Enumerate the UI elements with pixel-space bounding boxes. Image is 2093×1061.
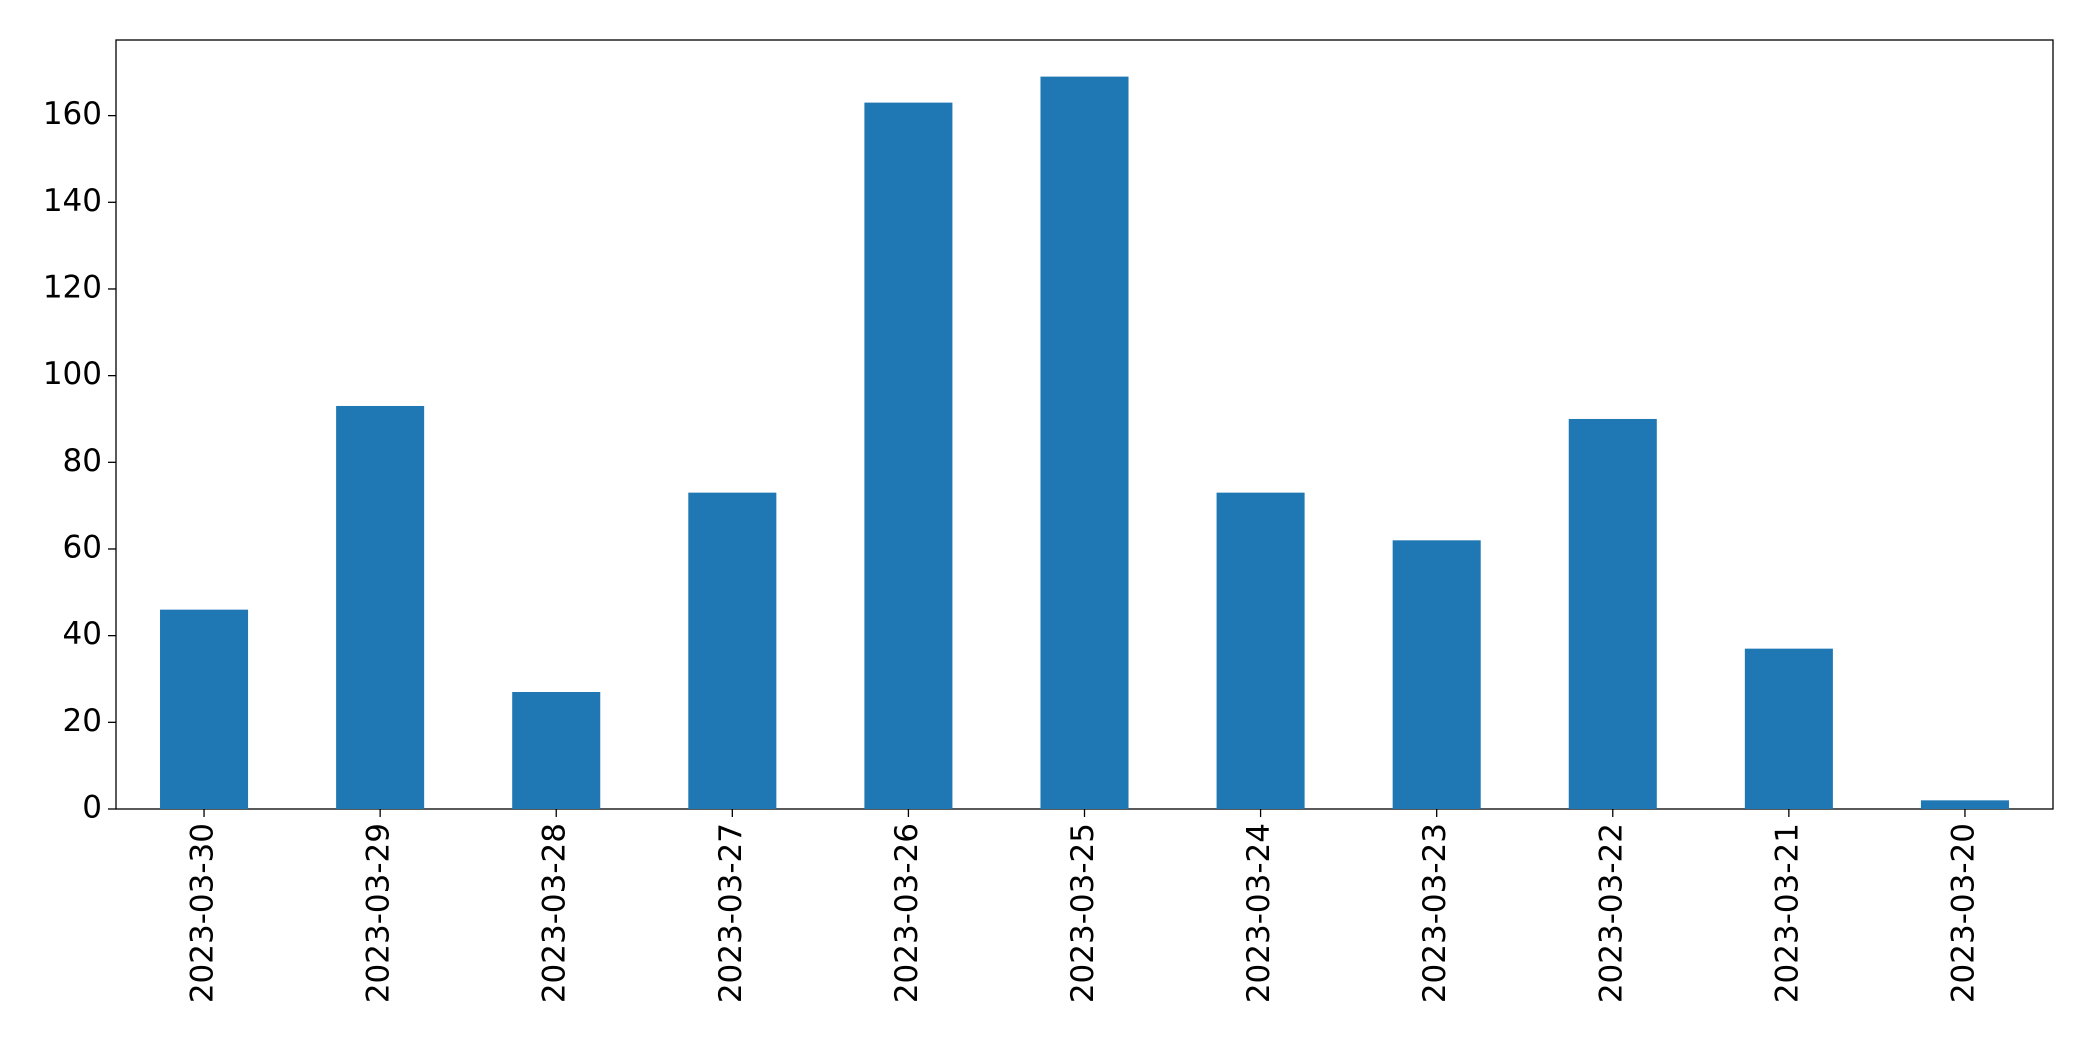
x-tick-label: 2023-03-22 xyxy=(1593,823,1629,1003)
bar xyxy=(160,609,249,809)
x-tick-label: 2023-03-20 xyxy=(1945,823,1981,1003)
bar xyxy=(1216,492,1305,809)
x-tick-label: 2023-03-21 xyxy=(1769,823,1805,1003)
y-tick-label: 140 xyxy=(43,183,102,219)
x-tick-label: 2023-03-24 xyxy=(1241,823,1277,1003)
x-tick-label: 2023-03-26 xyxy=(889,823,925,1003)
y-tick-label: 80 xyxy=(63,443,102,479)
y-tick-label: 20 xyxy=(63,703,102,739)
bar xyxy=(688,492,777,809)
x-tick-label: 2023-03-30 xyxy=(185,823,221,1003)
bar xyxy=(336,405,425,809)
y-tick-label: 0 xyxy=(82,790,102,826)
y-tick-label: 160 xyxy=(43,96,102,132)
bar xyxy=(512,691,601,809)
y-tick-label: 100 xyxy=(43,356,102,392)
bar xyxy=(1392,540,1481,809)
bar xyxy=(1568,418,1657,809)
y-tick-label: 40 xyxy=(63,616,102,652)
bar xyxy=(1040,76,1129,810)
x-tick-label: 2023-03-29 xyxy=(361,823,397,1003)
x-tick-label: 2023-03-28 xyxy=(537,823,573,1003)
y-tick-label: 60 xyxy=(63,529,102,565)
x-tick-label: 2023-03-27 xyxy=(713,823,749,1003)
bar xyxy=(1744,648,1833,809)
bar xyxy=(864,102,953,810)
y-tick-label: 120 xyxy=(43,269,102,305)
bar xyxy=(1920,800,2009,809)
x-tick-label: 2023-03-25 xyxy=(1065,823,1101,1003)
x-tick-label: 2023-03-23 xyxy=(1417,823,1453,1003)
